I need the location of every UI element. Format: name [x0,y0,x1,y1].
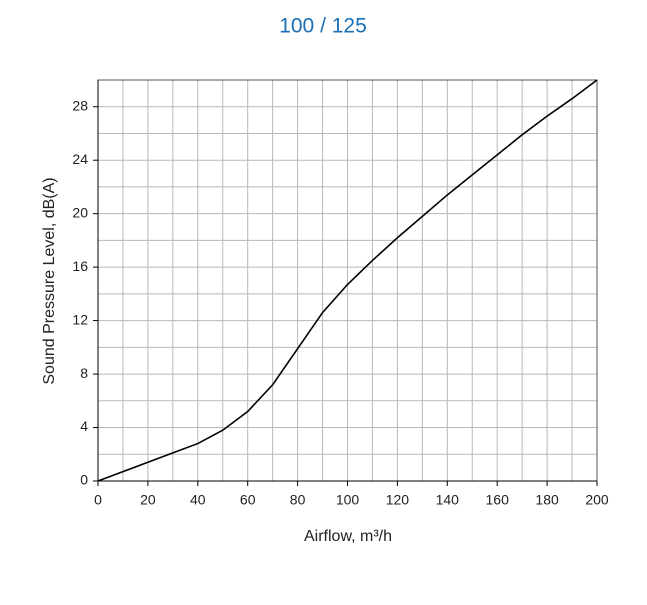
x-tick-label: 0 [94,492,102,508]
x-tick-label: 40 [190,492,206,508]
x-tick-label: 120 [386,492,410,508]
chart-title: 100 / 125 [279,15,367,38]
y-tick-label: 12 [72,311,88,327]
y-tick-label: 28 [72,97,88,113]
x-tick-label: 200 [585,492,609,508]
y-axis-label: Sound Pressure Level, dB(A) [41,177,58,384]
y-tick-label: 20 [72,204,88,220]
x-axis-label: Airflow, m³/h [304,528,392,545]
y-tick-label: 4 [80,418,88,434]
x-tick-label: 160 [486,492,510,508]
x-tick-label: 20 [140,492,156,508]
x-tick-label: 140 [436,492,460,508]
x-tick-label: 60 [240,492,256,508]
y-tick-label: 16 [72,258,88,274]
x-tick-label: 80 [290,492,306,508]
line-series [97,79,598,482]
x-tick-label: 180 [535,492,559,508]
x-tick-label: 100 [336,492,360,508]
y-tick-label: 24 [72,151,88,167]
y-tick-label: 8 [80,365,88,381]
y-tick-label: 0 [80,472,88,488]
